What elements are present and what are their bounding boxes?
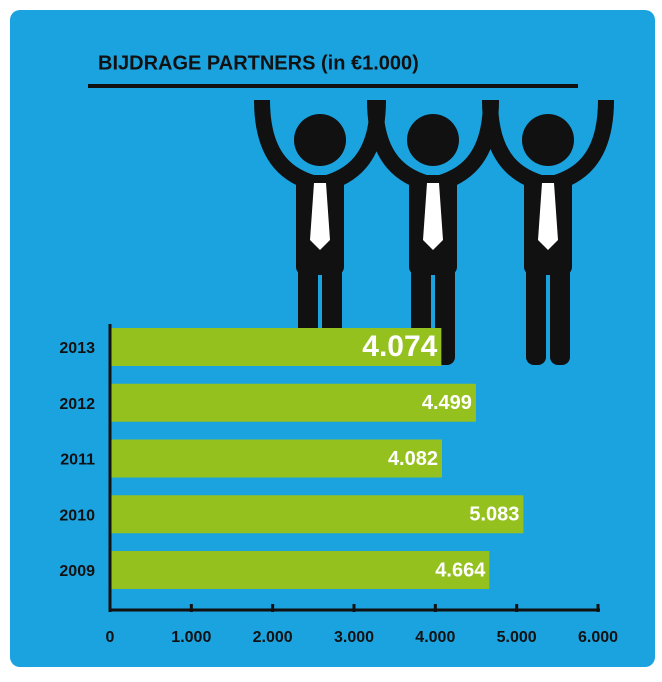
value-label: 4.499 <box>422 392 472 414</box>
bar <box>110 383 476 422</box>
x-tick-label: 0 <box>106 629 115 646</box>
chart-title: BIJDRAGE PARTNERS (in €1.000) <box>98 52 419 74</box>
x-tick-label: 4.000 <box>415 629 455 646</box>
x-tick-label: 1.000 <box>171 629 211 646</box>
value-label: 4.664 <box>435 559 486 581</box>
y-tick-label: 2010 <box>59 507 95 524</box>
value-label: 4.082 <box>388 448 438 470</box>
bar <box>110 328 442 366</box>
x-tick-label: 2.000 <box>253 629 293 646</box>
value-label: 5.083 <box>469 504 519 526</box>
bar <box>110 495 524 534</box>
plot: 4.074 2013 4.499 2012 4.082 2011 5.083 2010 4.66… <box>59 324 618 646</box>
y-tick-label: 2013 <box>59 340 95 357</box>
value-label: 4.074 <box>362 330 437 363</box>
x-tick-label: 3.000 <box>334 629 374 646</box>
x-tick-label: 5.000 <box>497 629 537 646</box>
person <box>367 99 499 365</box>
bar <box>110 551 490 589</box>
person <box>482 99 614 365</box>
x-tick-label: 6.000 <box>578 629 618 646</box>
y-tick-label: 2012 <box>59 396 95 413</box>
y-tick-label: 2009 <box>59 563 95 580</box>
bar <box>110 439 443 478</box>
y-tick-label: 2011 <box>60 452 95 469</box>
